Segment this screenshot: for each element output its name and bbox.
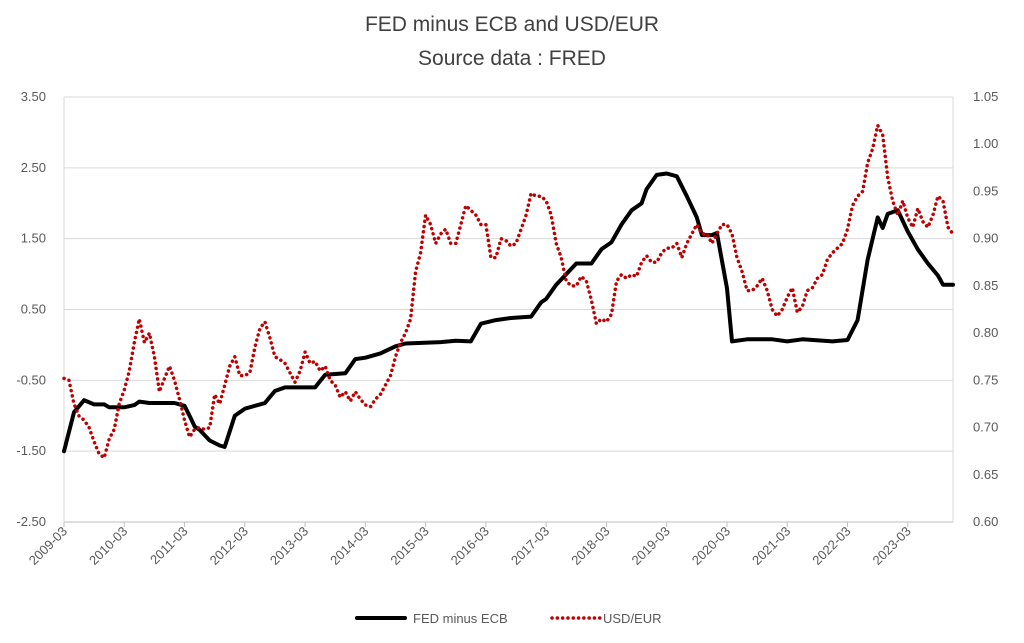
- series-line-usd-eur: [62, 123, 955, 460]
- x-tick-label: 2010-03: [86, 524, 130, 568]
- x-tick-label: 2014-03: [327, 524, 371, 568]
- y-tick-label: -0.50: [16, 372, 46, 387]
- x-tick-label: 2018-03: [568, 524, 612, 568]
- y-tick-label: 3.50: [21, 89, 46, 104]
- y2-tick-label: 0.65: [973, 467, 998, 482]
- x-tick-label: 2022-03: [809, 524, 853, 568]
- x-tick-label: 2011-03: [147, 524, 191, 568]
- x-tick-label: 2021-03: [749, 524, 793, 568]
- series-lines: [62, 123, 955, 460]
- y-tick-label: 2.50: [21, 160, 46, 175]
- x-tick-label: 2020-03: [689, 524, 733, 568]
- x-tick-label: 2015-03: [387, 524, 431, 568]
- legend: FED minus ECB USD/EUR: [355, 611, 662, 626]
- legend-label: USD/EUR: [603, 611, 662, 626]
- series-line-fed-minus-ecb: [62, 171, 955, 454]
- y2-tick-label: 0.90: [973, 231, 998, 246]
- y-tick-label: 0.50: [21, 302, 46, 317]
- y-tick-label: 1.50: [21, 231, 46, 246]
- y2-tick-label: 0.80: [973, 325, 998, 340]
- y2-tick-label: 0.85: [973, 278, 998, 293]
- axes: 3.50 2.50 1.50 0.50 -0.50 -1.50 -2.50 1.05 1.00 0…: [16, 89, 998, 568]
- chart-title: FED minus ECB and USD/EUR: [365, 13, 659, 36]
- y2-tick-label: 1.05: [973, 89, 998, 104]
- x-tick-label: 2012-03: [207, 524, 251, 568]
- x-tick-label: 2013-03: [267, 524, 311, 568]
- x-tick-label: 2016-03: [448, 524, 492, 568]
- x-tick-label: 2023-03: [870, 524, 914, 568]
- x-tick-label: 2017-03: [508, 524, 552, 568]
- y-tick-label: -2.50: [16, 514, 46, 529]
- y2-tick-label: 0.70: [973, 420, 998, 435]
- y2-tick-label: 0.75: [973, 372, 998, 387]
- gridlines: [64, 96, 953, 523]
- x-tick-label: 2009-03: [26, 524, 70, 568]
- legend-label: FED minus ECB: [413, 611, 508, 626]
- y2-tick-label: 1.00: [973, 136, 998, 151]
- y2-tick-label: 0.60: [973, 514, 998, 529]
- x-tick-label: 2019-03: [628, 524, 672, 568]
- chart-subtitle: Source data : FRED: [418, 47, 606, 70]
- y2-tick-label: 0.95: [973, 183, 998, 198]
- y-tick-label: -1.50: [16, 443, 46, 458]
